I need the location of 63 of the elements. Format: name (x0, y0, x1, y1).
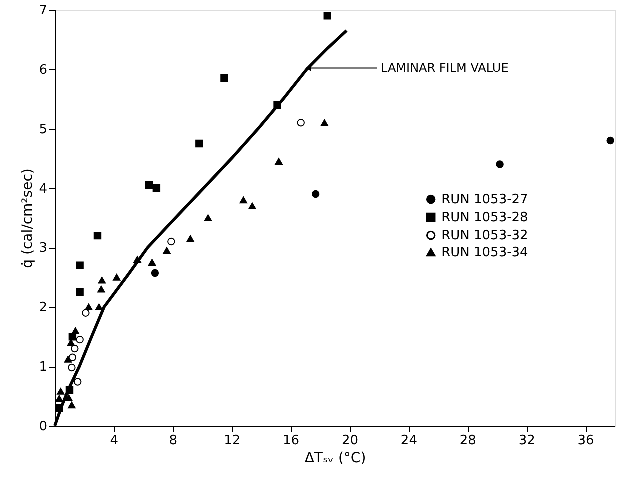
legend-label: RUN 1053-34 (442, 246, 528, 261)
point (76, 288, 84, 296)
y-tick-label: 2 (39, 300, 48, 316)
point (204, 214, 212, 222)
point (196, 140, 204, 148)
x-tick-label: 4 (110, 434, 119, 448)
x-tick-label: 32 (518, 434, 536, 448)
point (56, 395, 64, 402)
y-tick-label: 1 (39, 360, 48, 376)
point (76, 336, 84, 344)
point (297, 119, 305, 127)
point (312, 190, 320, 198)
point (275, 158, 283, 165)
point (220, 74, 228, 82)
point (82, 309, 90, 317)
point (606, 136, 614, 145)
point (168, 238, 176, 246)
point (65, 394, 73, 402)
y-axis-title: q̇ (cal/cm²sec) (20, 168, 36, 268)
point (98, 276, 106, 284)
point (240, 196, 248, 204)
x-tick-label: 36 (578, 434, 594, 448)
point (320, 120, 329, 126)
point (71, 344, 79, 353)
point (68, 402, 76, 409)
point (248, 202, 256, 210)
x-tick-label: 20 (342, 434, 359, 448)
legend-label: RUN 1053-28 (442, 210, 528, 226)
point (324, 12, 332, 20)
y-tick-label: 0 (39, 420, 48, 434)
point (85, 304, 93, 311)
y-tick-label: 5 (39, 122, 48, 138)
y-tick-label: 4 (39, 182, 48, 197)
point (496, 160, 504, 168)
x-axis-title: ΔTₛᵥ (°C) (304, 450, 366, 466)
legend-label: RUN 1053-32 (442, 228, 528, 244)
annotation: LAMINAR FILM VALUE (381, 61, 509, 76)
point (163, 247, 171, 254)
point (72, 328, 80, 334)
point (57, 388, 65, 395)
point (98, 286, 106, 293)
point (94, 232, 102, 240)
point (74, 378, 82, 386)
point (151, 269, 160, 278)
point (186, 235, 194, 242)
point (68, 354, 77, 362)
x-tick-label: 16 (283, 434, 300, 448)
x-tick-label: 24 (400, 434, 418, 448)
legend-label: RUN 1053-27 (442, 192, 528, 208)
x-tick-label: 28 (460, 434, 476, 448)
point (95, 304, 104, 311)
point (76, 262, 84, 270)
point (148, 259, 156, 266)
x-tick-label: 8 (169, 434, 178, 448)
x-tick-label: 12 (224, 434, 241, 448)
point (113, 274, 121, 281)
point (64, 356, 72, 363)
point (152, 184, 161, 192)
point (145, 181, 154, 190)
y-tick-label: 6 (39, 62, 48, 78)
y-tick-label: 3 (39, 241, 48, 256)
point (68, 364, 76, 372)
y-tick-label: 7 (39, 4, 48, 18)
